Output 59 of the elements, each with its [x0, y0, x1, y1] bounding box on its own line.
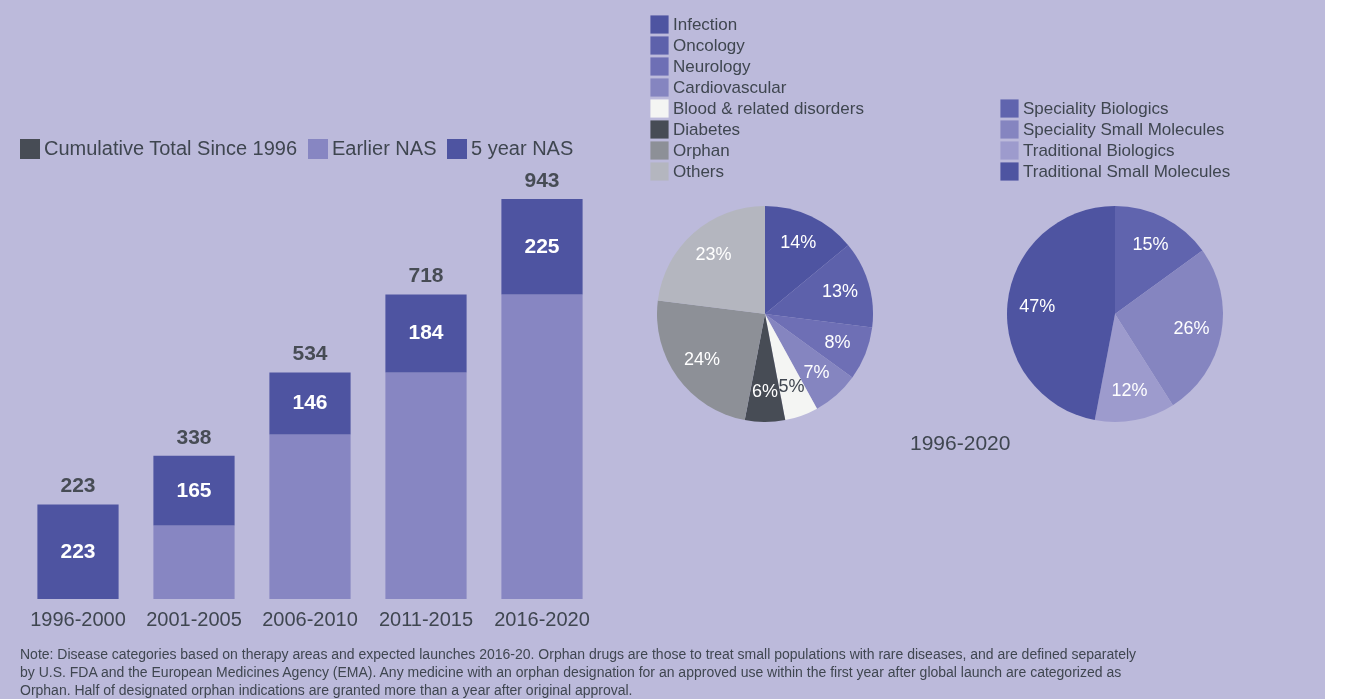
legend-label: Oncology [673, 35, 746, 55]
pie-slice [1115, 250, 1223, 406]
total-label: 534 [292, 341, 328, 365]
x-tick-label: 1996-2000 [30, 607, 126, 630]
legend-label: Earlier NAS [332, 137, 437, 159]
bar [385, 372, 467, 599]
pie-slice [1007, 206, 1115, 421]
data-label: 7% [803, 361, 830, 382]
data-label: 26% [1173, 317, 1210, 338]
bar [269, 434, 351, 599]
data-label: 5% [778, 376, 805, 397]
x-tick-label: 2006-2010 [262, 607, 358, 630]
legend-label: Traditional Biologics [1023, 140, 1175, 160]
legend-label: Others [673, 161, 725, 181]
total-label: 943 [524, 168, 560, 191]
legend-label: Traditional Small Molecules [1023, 161, 1231, 181]
total-label: 223 [60, 473, 96, 497]
bar [153, 455, 235, 526]
pie-slice [657, 206, 765, 314]
legend-label: 5 year NAS [471, 137, 574, 159]
legend-label: Orphan [673, 140, 730, 160]
text: Note: Disease categories based on therapy areas and expected launches 2016-20. Orphan drugs are those to treat small populations with rare diseases, and are defined separately by U.S. FDA and the European Medicines Agency (EMA). Any medicine with an orphan designation for an approved use within the first year after global launch are categorized as Orphan. Half of designated orphan indications are granted more than a year after original approval. [20, 646, 1137, 698]
data-label: 12% [1111, 379, 1148, 400]
data-label: 15% [1132, 233, 1169, 254]
x-tick-label: 2001-2005 [146, 607, 242, 630]
bar [153, 525, 235, 599]
legend-label: Blood & related disorders [673, 98, 864, 118]
legend-label: Neurology [673, 56, 751, 76]
data-label: 24% [683, 348, 720, 369]
bar [501, 294, 583, 599]
data-label: 14% [780, 232, 817, 253]
pie-slice [1115, 206, 1203, 314]
bar [385, 294, 467, 373]
data-label: 8% [824, 331, 851, 352]
data-label: 13% [821, 281, 858, 302]
data-label: 165 [176, 477, 212, 501]
x-tick-label: 2016-2020 [494, 607, 590, 630]
data-label: 184 [408, 320, 444, 344]
legend-label: Speciality Biologics [1023, 98, 1169, 118]
data-label: 225 [524, 233, 560, 257]
data-label: 47% [1019, 295, 1056, 316]
bar [269, 372, 351, 435]
bar [501, 199, 583, 295]
bar [37, 504, 119, 599]
data-label: 146 [292, 390, 328, 414]
legend-label: Infection [673, 14, 738, 34]
legend-label: Cumulative Total Since 1996 [44, 137, 298, 159]
legend-label: Diabetes [673, 119, 741, 139]
pie-slice [1094, 314, 1173, 422]
data-label: 223 [60, 538, 96, 562]
x-tick-label: 2011-2015 [378, 607, 474, 630]
legend-label: Speciality Small Molecules [1023, 119, 1225, 139]
text: 1996-2020 [910, 431, 1011, 454]
total-label: 338 [176, 424, 212, 448]
total-label: 718 [408, 263, 444, 287]
data-label: 23% [695, 244, 732, 265]
data-label: 6% [751, 381, 779, 401]
legend-label: Cardiovascular [673, 77, 787, 97]
pie-slice [765, 314, 873, 378]
